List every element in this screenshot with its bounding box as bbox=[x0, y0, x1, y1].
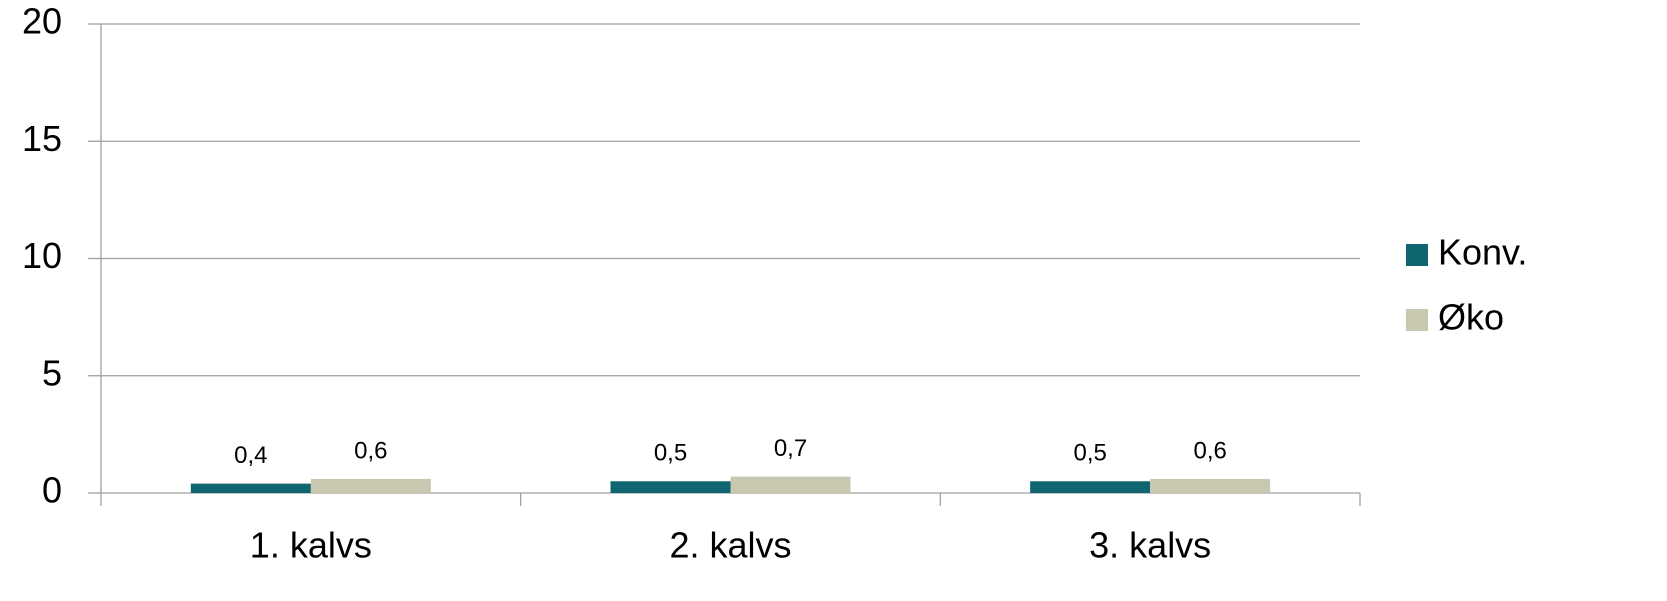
legend-swatch bbox=[1406, 309, 1428, 331]
x-tick-label: 1. kalvs bbox=[250, 525, 372, 566]
y-tick-label: 10 bbox=[22, 235, 62, 276]
bar bbox=[310, 478, 431, 493]
bar bbox=[190, 483, 311, 493]
legend-swatch bbox=[1406, 244, 1428, 266]
data-label: 0,7 bbox=[774, 435, 807, 462]
bar bbox=[730, 476, 851, 493]
y-tick-label: 15 bbox=[22, 118, 62, 159]
x-tick-label: 2. kalvs bbox=[669, 525, 791, 566]
data-label: 0,4 bbox=[234, 442, 267, 469]
bar bbox=[1150, 478, 1271, 493]
bar bbox=[610, 481, 731, 493]
y-tick-label: 20 bbox=[22, 1, 62, 42]
y-tick-label: 5 bbox=[42, 352, 62, 393]
data-label: 0,6 bbox=[1193, 437, 1226, 464]
x-tick-label: 3. kalvs bbox=[1089, 525, 1211, 566]
bar bbox=[1030, 481, 1151, 493]
legend-label: Øko bbox=[1438, 297, 1504, 338]
data-label: 0,5 bbox=[654, 440, 687, 467]
data-label: 0,5 bbox=[1073, 440, 1106, 467]
legend-label: Konv. bbox=[1438, 232, 1527, 273]
data-label: 0,6 bbox=[354, 437, 387, 464]
y-tick-label: 0 bbox=[42, 470, 62, 511]
